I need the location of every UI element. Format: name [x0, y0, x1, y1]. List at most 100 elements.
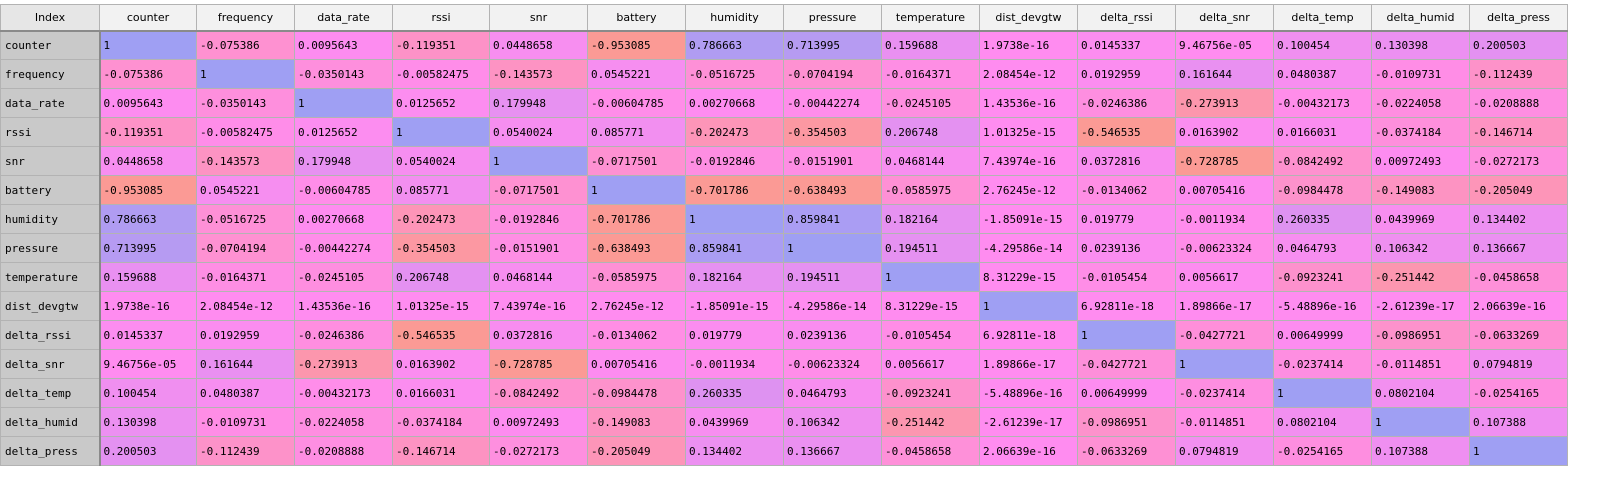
table-cell[interactable]: -0.0633269: [1469, 320, 1568, 350]
table-cell[interactable]: -0.273913: [294, 349, 393, 379]
table-cell[interactable]: 0.0439969: [1371, 204, 1470, 234]
table-cell[interactable]: 0.100454: [99, 378, 197, 408]
table-cell[interactable]: 0.0468144: [489, 262, 588, 292]
table-cell[interactable]: 0.859841: [685, 233, 784, 263]
table-cell[interactable]: -0.273913: [1175, 88, 1274, 118]
table-cell[interactable]: -0.0272173: [489, 436, 588, 466]
table-cell[interactable]: -0.075386: [196, 30, 295, 60]
table-cell[interactable]: 6.92811e-18: [1077, 291, 1176, 321]
table-cell[interactable]: 2.06639e-16: [1469, 291, 1568, 321]
table-cell[interactable]: -0.0842492: [1273, 146, 1372, 176]
table-cell[interactable]: -0.0272173: [1469, 146, 1568, 176]
table-cell[interactable]: 0.200503: [99, 436, 197, 466]
table-cell[interactable]: -0.00442274: [294, 233, 393, 263]
table-cell[interactable]: -0.119351: [392, 30, 490, 60]
table-cell[interactable]: 0.0125652: [294, 117, 393, 147]
table-cell[interactable]: 1.01325e-15: [392, 291, 490, 321]
table-cell[interactable]: 0.206748: [881, 117, 980, 147]
table-cell[interactable]: 1: [881, 262, 980, 292]
table-cell[interactable]: -0.251442: [881, 407, 980, 437]
table-cell[interactable]: -0.143573: [489, 59, 588, 89]
column-header-counter[interactable]: counter: [99, 4, 197, 32]
table-cell[interactable]: 0.00705416: [1175, 175, 1274, 205]
table-cell[interactable]: -0.00604785: [294, 175, 393, 205]
table-cell[interactable]: 1: [99, 30, 197, 60]
table-cell[interactable]: -0.0350143: [294, 59, 393, 89]
column-header-temperature[interactable]: temperature: [881, 4, 980, 32]
table-cell[interactable]: -0.953085: [587, 30, 686, 60]
table-cell[interactable]: 1: [1273, 378, 1372, 408]
table-cell[interactable]: 2.08454e-12: [979, 59, 1078, 89]
table-cell[interactable]: 0.0095643: [294, 30, 393, 60]
row-header-delta-temp[interactable]: delta_temp: [0, 378, 101, 408]
table-cell[interactable]: -0.0245105: [294, 262, 393, 292]
table-cell[interactable]: 0.106342: [1371, 233, 1470, 263]
table-cell[interactable]: 7.43974e-16: [979, 146, 1078, 176]
table-cell[interactable]: -0.638493: [783, 175, 882, 205]
table-cell[interactable]: 8.31229e-15: [881, 291, 980, 321]
table-cell[interactable]: -0.119351: [99, 117, 197, 147]
table-cell[interactable]: 0.161644: [196, 349, 295, 379]
table-cell[interactable]: -0.0134062: [1077, 175, 1176, 205]
table-cell[interactable]: -0.146714: [1469, 117, 1568, 147]
table-cell[interactable]: 0.107388: [1371, 436, 1470, 466]
column-header-delta-rssi[interactable]: delta_rssi: [1077, 4, 1176, 32]
table-cell[interactable]: 1: [1469, 436, 1568, 466]
table-cell[interactable]: 0.136667: [1469, 233, 1568, 263]
table-cell[interactable]: -2.61239e-17: [1371, 291, 1470, 321]
table-cell[interactable]: 0.0802104: [1371, 378, 1470, 408]
table-cell[interactable]: 1.9738e-16: [979, 30, 1078, 60]
table-cell[interactable]: 0.0166031: [1273, 117, 1372, 147]
table-cell[interactable]: 2.76245e-12: [587, 291, 686, 321]
table-cell[interactable]: -0.112439: [1469, 59, 1568, 89]
table-cell[interactable]: -2.61239e-17: [979, 407, 1078, 437]
table-cell[interactable]: -0.112439: [196, 436, 295, 466]
table-cell[interactable]: -0.546535: [1077, 117, 1176, 147]
table-cell[interactable]: 0.00270668: [685, 88, 784, 118]
table-cell[interactable]: -0.0717501: [489, 175, 588, 205]
table-cell[interactable]: 1.9738e-16: [99, 291, 197, 321]
row-header-battery[interactable]: battery: [0, 175, 101, 205]
table-cell[interactable]: 0.0545221: [196, 175, 295, 205]
table-cell[interactable]: -0.205049: [587, 436, 686, 466]
table-cell[interactable]: -0.0192846: [685, 146, 784, 176]
table-cell[interactable]: -0.0208888: [1469, 88, 1568, 118]
table-cell[interactable]: 0.200503: [1469, 30, 1568, 60]
table-cell[interactable]: -5.48896e-16: [979, 378, 1078, 408]
table-cell[interactable]: -0.701786: [587, 204, 686, 234]
column-header-humidity[interactable]: humidity: [685, 4, 784, 32]
table-cell[interactable]: -0.0224058: [294, 407, 393, 437]
table-cell[interactable]: 1: [1371, 407, 1470, 437]
table-cell[interactable]: -0.0717501: [587, 146, 686, 176]
column-header-rssi[interactable]: rssi: [392, 4, 490, 32]
table-cell[interactable]: -0.0374184: [1371, 117, 1470, 147]
table-cell[interactable]: 0.0166031: [392, 378, 490, 408]
column-header-delta-press[interactable]: delta_press: [1469, 4, 1568, 32]
table-cell[interactable]: -0.354503: [392, 233, 490, 263]
table-cell[interactable]: -0.0151901: [489, 233, 588, 263]
table-cell[interactable]: -0.0105454: [881, 320, 980, 350]
table-cell[interactable]: -0.0192846: [489, 204, 588, 234]
table-cell[interactable]: 0.260335: [685, 378, 784, 408]
table-cell[interactable]: 0.0468144: [881, 146, 980, 176]
table-cell[interactable]: -4.29586e-14: [979, 233, 1078, 263]
table-cell[interactable]: 0.159688: [99, 262, 197, 292]
table-cell[interactable]: -0.0585975: [587, 262, 686, 292]
table-cell[interactable]: -0.0984478: [587, 378, 686, 408]
table-cell[interactable]: -5.48896e-16: [1273, 291, 1372, 321]
table-cell[interactable]: 0.194511: [783, 262, 882, 292]
table-cell[interactable]: 1: [1077, 320, 1176, 350]
table-cell[interactable]: 0.00972493: [1371, 146, 1470, 176]
table-cell[interactable]: -0.0237414: [1175, 378, 1274, 408]
table-cell[interactable]: 0.134402: [1469, 204, 1568, 234]
table-cell[interactable]: -0.0011934: [685, 349, 784, 379]
table-cell[interactable]: 0.0439969: [685, 407, 784, 437]
table-cell[interactable]: 2.76245e-12: [979, 175, 1078, 205]
table-cell[interactable]: -0.638493: [587, 233, 686, 263]
row-header-counter[interactable]: counter: [0, 30, 101, 60]
table-cell[interactable]: 0.019779: [685, 320, 784, 350]
row-header-delta-rssi[interactable]: delta_rssi: [0, 320, 101, 350]
table-cell[interactable]: 0.0095643: [99, 88, 197, 118]
row-header-humidity[interactable]: humidity: [0, 204, 101, 234]
table-cell[interactable]: -0.0458658: [1469, 262, 1568, 292]
